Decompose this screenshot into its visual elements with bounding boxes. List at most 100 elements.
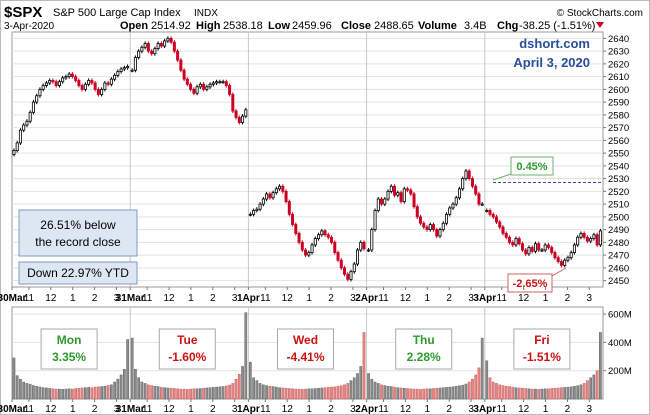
x-tick-label: 11 bbox=[260, 293, 271, 304]
candle-up bbox=[444, 213, 448, 224]
candle-up bbox=[464, 170, 468, 180]
volume-bar bbox=[517, 387, 521, 400]
volume-bar bbox=[189, 388, 192, 400]
candle-up bbox=[485, 210, 489, 212]
candle-up bbox=[271, 192, 275, 199]
volume-bar bbox=[106, 385, 110, 400]
candle-down bbox=[467, 170, 471, 180]
volume-bar bbox=[326, 387, 330, 400]
volume-bar bbox=[589, 377, 593, 400]
x-tick-label: 11 bbox=[497, 293, 508, 304]
candle-up bbox=[44, 82, 48, 86]
x-tick-label: 2 bbox=[92, 293, 98, 304]
volume-bar bbox=[432, 388, 435, 400]
close-label: Close bbox=[341, 20, 371, 32]
volume-bar bbox=[415, 388, 419, 400]
day-box bbox=[277, 328, 334, 370]
volume-bar bbox=[454, 386, 458, 400]
volume-bar bbox=[471, 378, 474, 400]
x-tick-label: 1 bbox=[425, 293, 431, 304]
volume-bar bbox=[48, 388, 52, 400]
x-tick-label: 11 bbox=[24, 293, 35, 304]
candle-up bbox=[211, 82, 215, 85]
candle-up bbox=[116, 71, 120, 76]
candle-down bbox=[333, 241, 337, 253]
volume-bar bbox=[140, 381, 144, 400]
volume-bar bbox=[294, 388, 298, 400]
x-tick-label: 2 bbox=[328, 293, 334, 304]
high-callout-pointer bbox=[492, 173, 512, 181]
candle-down bbox=[237, 117, 241, 123]
close-value: 2488.65 bbox=[374, 20, 414, 32]
volume-bar bbox=[258, 383, 262, 400]
candle-down bbox=[504, 233, 508, 238]
day-change: -1.60% bbox=[168, 350, 206, 364]
candle-up bbox=[28, 111, 32, 122]
candle-down bbox=[511, 241, 515, 246]
candlestick-series bbox=[12, 36, 602, 282]
x-tick-label: 12 bbox=[282, 404, 294, 415]
volume-bar bbox=[343, 384, 346, 400]
volume-bar bbox=[508, 386, 511, 400]
x-tick-label: 30Mar bbox=[0, 293, 27, 304]
volume-bar bbox=[485, 360, 489, 400]
candle-down bbox=[159, 43, 163, 47]
volume-bar bbox=[244, 312, 248, 400]
candle-up bbox=[31, 101, 35, 113]
candle-down bbox=[399, 192, 403, 202]
volume-bar bbox=[406, 388, 409, 400]
volume-bar bbox=[100, 386, 103, 400]
ytd-note bbox=[18, 261, 138, 285]
volume-bar bbox=[573, 386, 576, 400]
price-tick-label: 2620 bbox=[608, 59, 629, 70]
volume-bar bbox=[435, 387, 439, 400]
high-value: 2538.18 bbox=[223, 20, 263, 32]
volume-bar bbox=[474, 374, 478, 400]
volume-bar bbox=[323, 387, 327, 400]
volume-bar bbox=[205, 387, 209, 400]
candle-up bbox=[122, 67, 126, 70]
x-tick-label: 31Mar bbox=[116, 404, 145, 415]
candle-down bbox=[172, 41, 176, 52]
candle-up bbox=[454, 197, 458, 205]
volume-bar bbox=[373, 381, 377, 400]
candle-down bbox=[74, 76, 78, 81]
low-callout bbox=[507, 273, 553, 293]
candle-up bbox=[572, 244, 576, 253]
volume-bar bbox=[521, 387, 524, 400]
volume-bar bbox=[208, 387, 212, 400]
candle-up bbox=[64, 76, 68, 79]
volume-bar bbox=[540, 388, 544, 400]
volume-bar bbox=[370, 378, 374, 400]
x-tick-label: 1 bbox=[70, 404, 76, 415]
x-tick-label: 2 bbox=[565, 293, 571, 304]
x-tick-label: 1Apr bbox=[237, 404, 260, 415]
candle-down bbox=[326, 234, 330, 238]
day-box bbox=[40, 328, 98, 370]
volume-bar bbox=[58, 388, 61, 400]
candle-up bbox=[598, 230, 602, 246]
volume-bar bbox=[179, 388, 183, 400]
candle-down bbox=[284, 190, 288, 202]
candle-down bbox=[498, 221, 502, 228]
volume-bar bbox=[130, 337, 134, 400]
candle-down bbox=[585, 236, 589, 242]
volume-bar bbox=[367, 373, 370, 400]
candle-down bbox=[182, 69, 186, 80]
x-tick-label: 1 bbox=[188, 293, 194, 304]
watermark-date: April 3, 2020 bbox=[513, 55, 590, 70]
price-tick-label: 2560 bbox=[608, 136, 629, 147]
volume-bar bbox=[261, 384, 265, 400]
candle-up bbox=[248, 213, 252, 216]
volume-bar bbox=[352, 377, 356, 400]
candle-down bbox=[415, 206, 419, 218]
volume-bar bbox=[255, 380, 259, 400]
candle-up bbox=[156, 43, 160, 49]
high-callout bbox=[510, 156, 554, 176]
candle-down bbox=[380, 198, 384, 205]
volume-bar bbox=[383, 385, 387, 400]
high-callout-text: 0.45% bbox=[516, 161, 547, 173]
volume-bar bbox=[599, 332, 602, 400]
